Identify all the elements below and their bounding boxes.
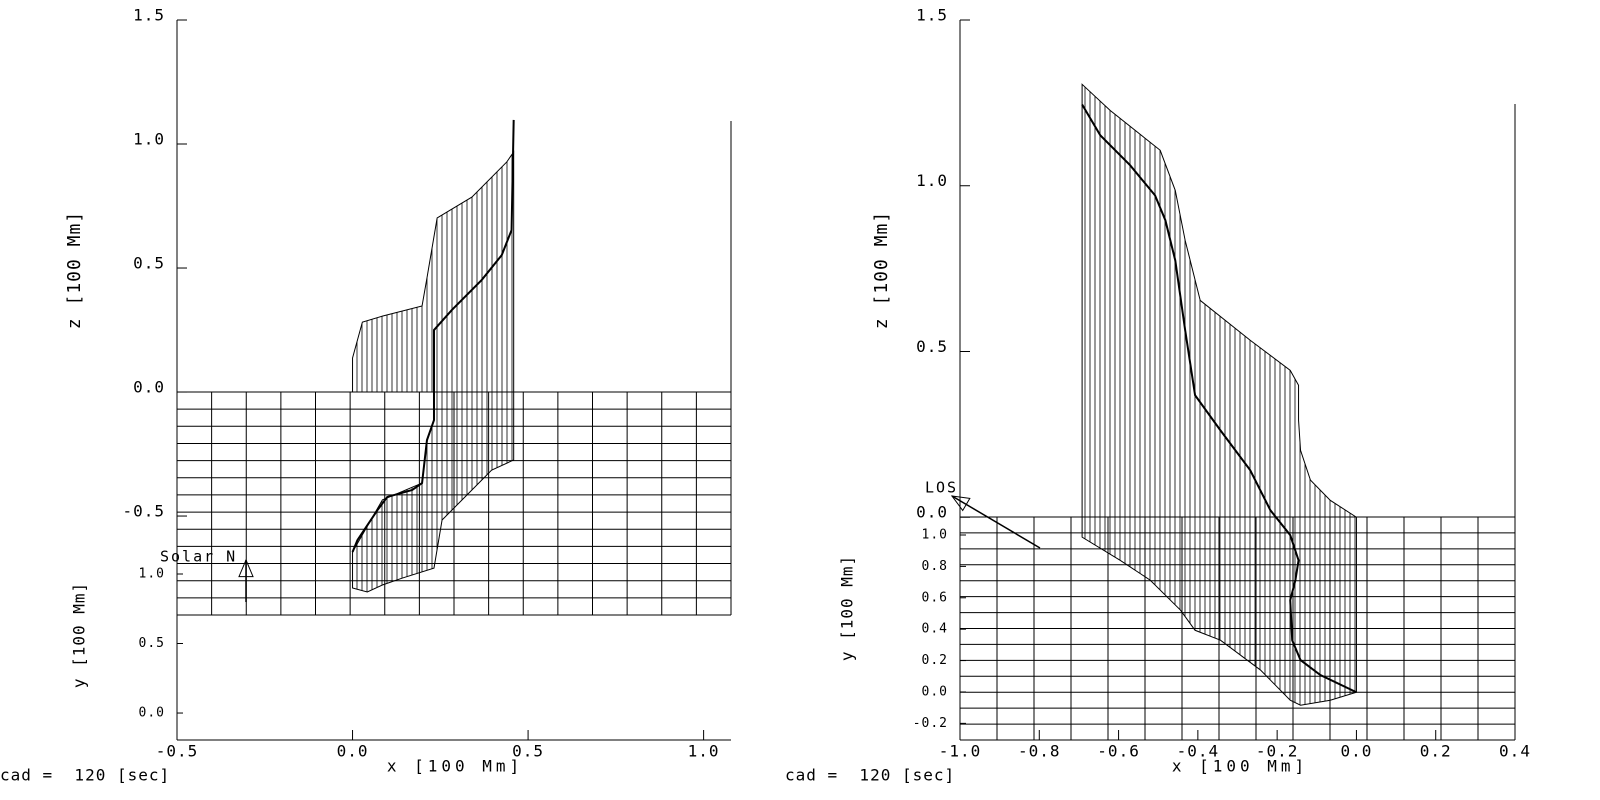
hatch bbox=[356, 151, 513, 592]
x-tick-label: 0.0 bbox=[1340, 742, 1372, 761]
x-axis-label: x [100 Mm] bbox=[387, 757, 523, 776]
y-tick-label: -0.5 bbox=[122, 502, 165, 521]
loop-line bbox=[1081, 104, 1357, 694]
x-tick-label: 0.0 bbox=[337, 742, 369, 761]
x-tick-label: -0.5 bbox=[156, 742, 199, 761]
y2-tick-label: 0.2 bbox=[922, 653, 948, 668]
y-tick-label: 0.5 bbox=[916, 337, 948, 356]
y2-tick-label: 0.4 bbox=[922, 622, 948, 637]
arrow-head bbox=[950, 495, 971, 512]
y2-tick-label: 0.6 bbox=[922, 590, 948, 605]
envelope bbox=[1081, 83, 1357, 706]
y2-tick-label: 0.8 bbox=[922, 559, 948, 574]
caption: cad = 120 [sec] bbox=[0, 766, 170, 785]
y-tick-label: 1.0 bbox=[916, 171, 948, 190]
y2-tick-label: 1.0 bbox=[139, 567, 165, 582]
y-tick-label: 0.0 bbox=[133, 378, 165, 397]
x-tick-label: -0.4 bbox=[1177, 742, 1220, 761]
hatch bbox=[1084, 84, 1356, 706]
x-tick-label: 0.2 bbox=[1420, 742, 1452, 761]
annotation: LOS bbox=[925, 479, 958, 497]
x-tick-label: 0.4 bbox=[1499, 742, 1531, 761]
y-tick-label: 0.5 bbox=[133, 254, 165, 273]
x-tick-label: -0.8 bbox=[1018, 742, 1061, 761]
y-tick-label: 1.5 bbox=[916, 6, 948, 25]
y-tick-label: 0.0 bbox=[916, 503, 948, 522]
x-tick-label: -0.6 bbox=[1097, 742, 1140, 761]
y-axis-label: y [100 Mm] bbox=[70, 582, 89, 688]
x-tick-label: -0.2 bbox=[1256, 742, 1299, 761]
y2-tick-label: 0.0 bbox=[922, 684, 948, 699]
annotation: Solar N bbox=[160, 548, 237, 566]
caption: cad = 120 [sec] bbox=[785, 766, 955, 785]
annotation-arrow bbox=[951, 495, 1041, 549]
y-tick-label: 1.0 bbox=[133, 130, 165, 149]
y2-tick-label: 0.5 bbox=[139, 636, 165, 651]
y-tick-label: 1.5 bbox=[133, 6, 165, 25]
y2-tick-label: 1.0 bbox=[922, 528, 948, 543]
x-tick-label: 0.5 bbox=[512, 742, 544, 761]
z-axis-label: z [100 Mm] bbox=[64, 211, 85, 329]
x-axis-label: x [100 Mm] bbox=[1172, 757, 1308, 776]
y2-tick-label: 0.0 bbox=[139, 706, 165, 721]
y2-tick-label: -0.2 bbox=[913, 716, 948, 731]
loop-line bbox=[351, 119, 515, 553]
z-axis-label: z [100 Mm] bbox=[871, 211, 892, 329]
y-axis-label: y [100 Mm] bbox=[838, 555, 857, 661]
x-tick-label: -1.0 bbox=[939, 742, 982, 761]
arrow-head bbox=[238, 558, 254, 578]
x-tick-label: 1.0 bbox=[688, 742, 720, 761]
